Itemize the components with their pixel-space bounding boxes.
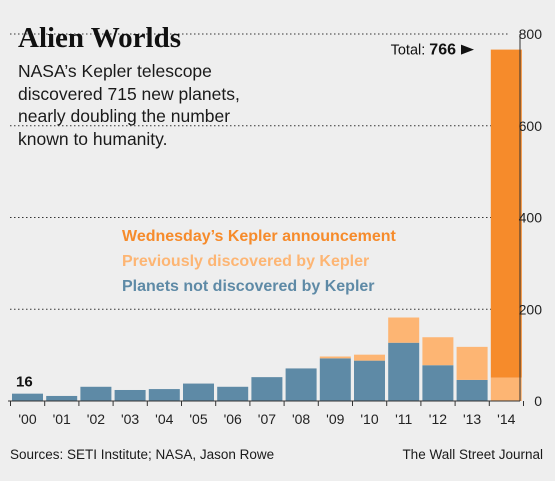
bar-10-series-1	[354, 354, 385, 361]
x-tick-label: '10	[360, 411, 378, 427]
bar-03-series-0	[114, 389, 146, 401]
x-tick-label: '14	[497, 411, 515, 427]
bar-14-series-2	[490, 49, 522, 378]
first-value-label: 16	[16, 374, 33, 391]
bar-13-series-0	[456, 379, 488, 401]
bar-05-series-0	[183, 383, 214, 401]
y-tick-label: 200	[519, 301, 543, 317]
x-tick-label: '06	[224, 411, 242, 427]
total-arrow	[461, 44, 474, 55]
bar-12-series-1	[422, 337, 454, 366]
x-tick-label: '02	[87, 411, 105, 427]
x-tick-label: '11	[395, 411, 412, 427]
x-tick-label: '05	[189, 411, 207, 427]
legend-previously-discovered: Previously discovered by Kepler	[122, 253, 370, 270]
bar-07-series-0	[251, 377, 283, 401]
bar-09-series-0	[319, 358, 351, 401]
bar-00-series-0	[12, 393, 43, 401]
bar-09-series-1	[319, 356, 351, 359]
bar-11-series-0	[388, 342, 420, 401]
y-tick-label: 400	[519, 210, 543, 226]
legend-announcement: Wednesday’s Kepler announcement	[122, 228, 396, 245]
bar-06-series-0	[217, 386, 249, 401]
x-tick-label: '01	[53, 411, 71, 427]
x-tick-label: '04	[155, 411, 173, 427]
bar-10-series-0	[354, 360, 385, 401]
bar-01-series-0	[46, 395, 78, 401]
legend-not-kepler: Planets not discovered by Kepler	[122, 278, 375, 295]
x-tick-label: '00	[18, 411, 36, 427]
chart-subtitle: NASA’s Kepler telescope discovered 715 n…	[18, 61, 240, 149]
bar-12-series-0	[422, 365, 454, 401]
x-tick-label: '13	[463, 411, 481, 427]
source-note: Sources: SETI Institute; NASA, Jason Row…	[10, 447, 275, 462]
bar-13-series-1	[456, 346, 488, 380]
bar-14-series-1	[490, 377, 522, 401]
y-tick-label: 0	[534, 393, 542, 409]
bar-11-series-1	[388, 317, 420, 343]
y-tick-label: 600	[519, 118, 543, 134]
x-tick-label: '09	[326, 411, 344, 427]
bar-02-series-0	[80, 386, 112, 401]
x-tick-label: '12	[429, 411, 447, 427]
publisher-credit: The Wall Street Journal	[402, 447, 543, 462]
x-tick-label: '07	[258, 411, 276, 427]
y-tick-label: 800	[519, 26, 543, 42]
chart-title: Alien Worlds	[18, 22, 182, 54]
total-label: Total: 766	[391, 42, 456, 59]
bar-04-series-0	[148, 389, 180, 401]
x-tick-label: '03	[121, 411, 139, 427]
x-tick-label: '08	[292, 411, 310, 427]
bar-08-series-0	[285, 368, 317, 401]
